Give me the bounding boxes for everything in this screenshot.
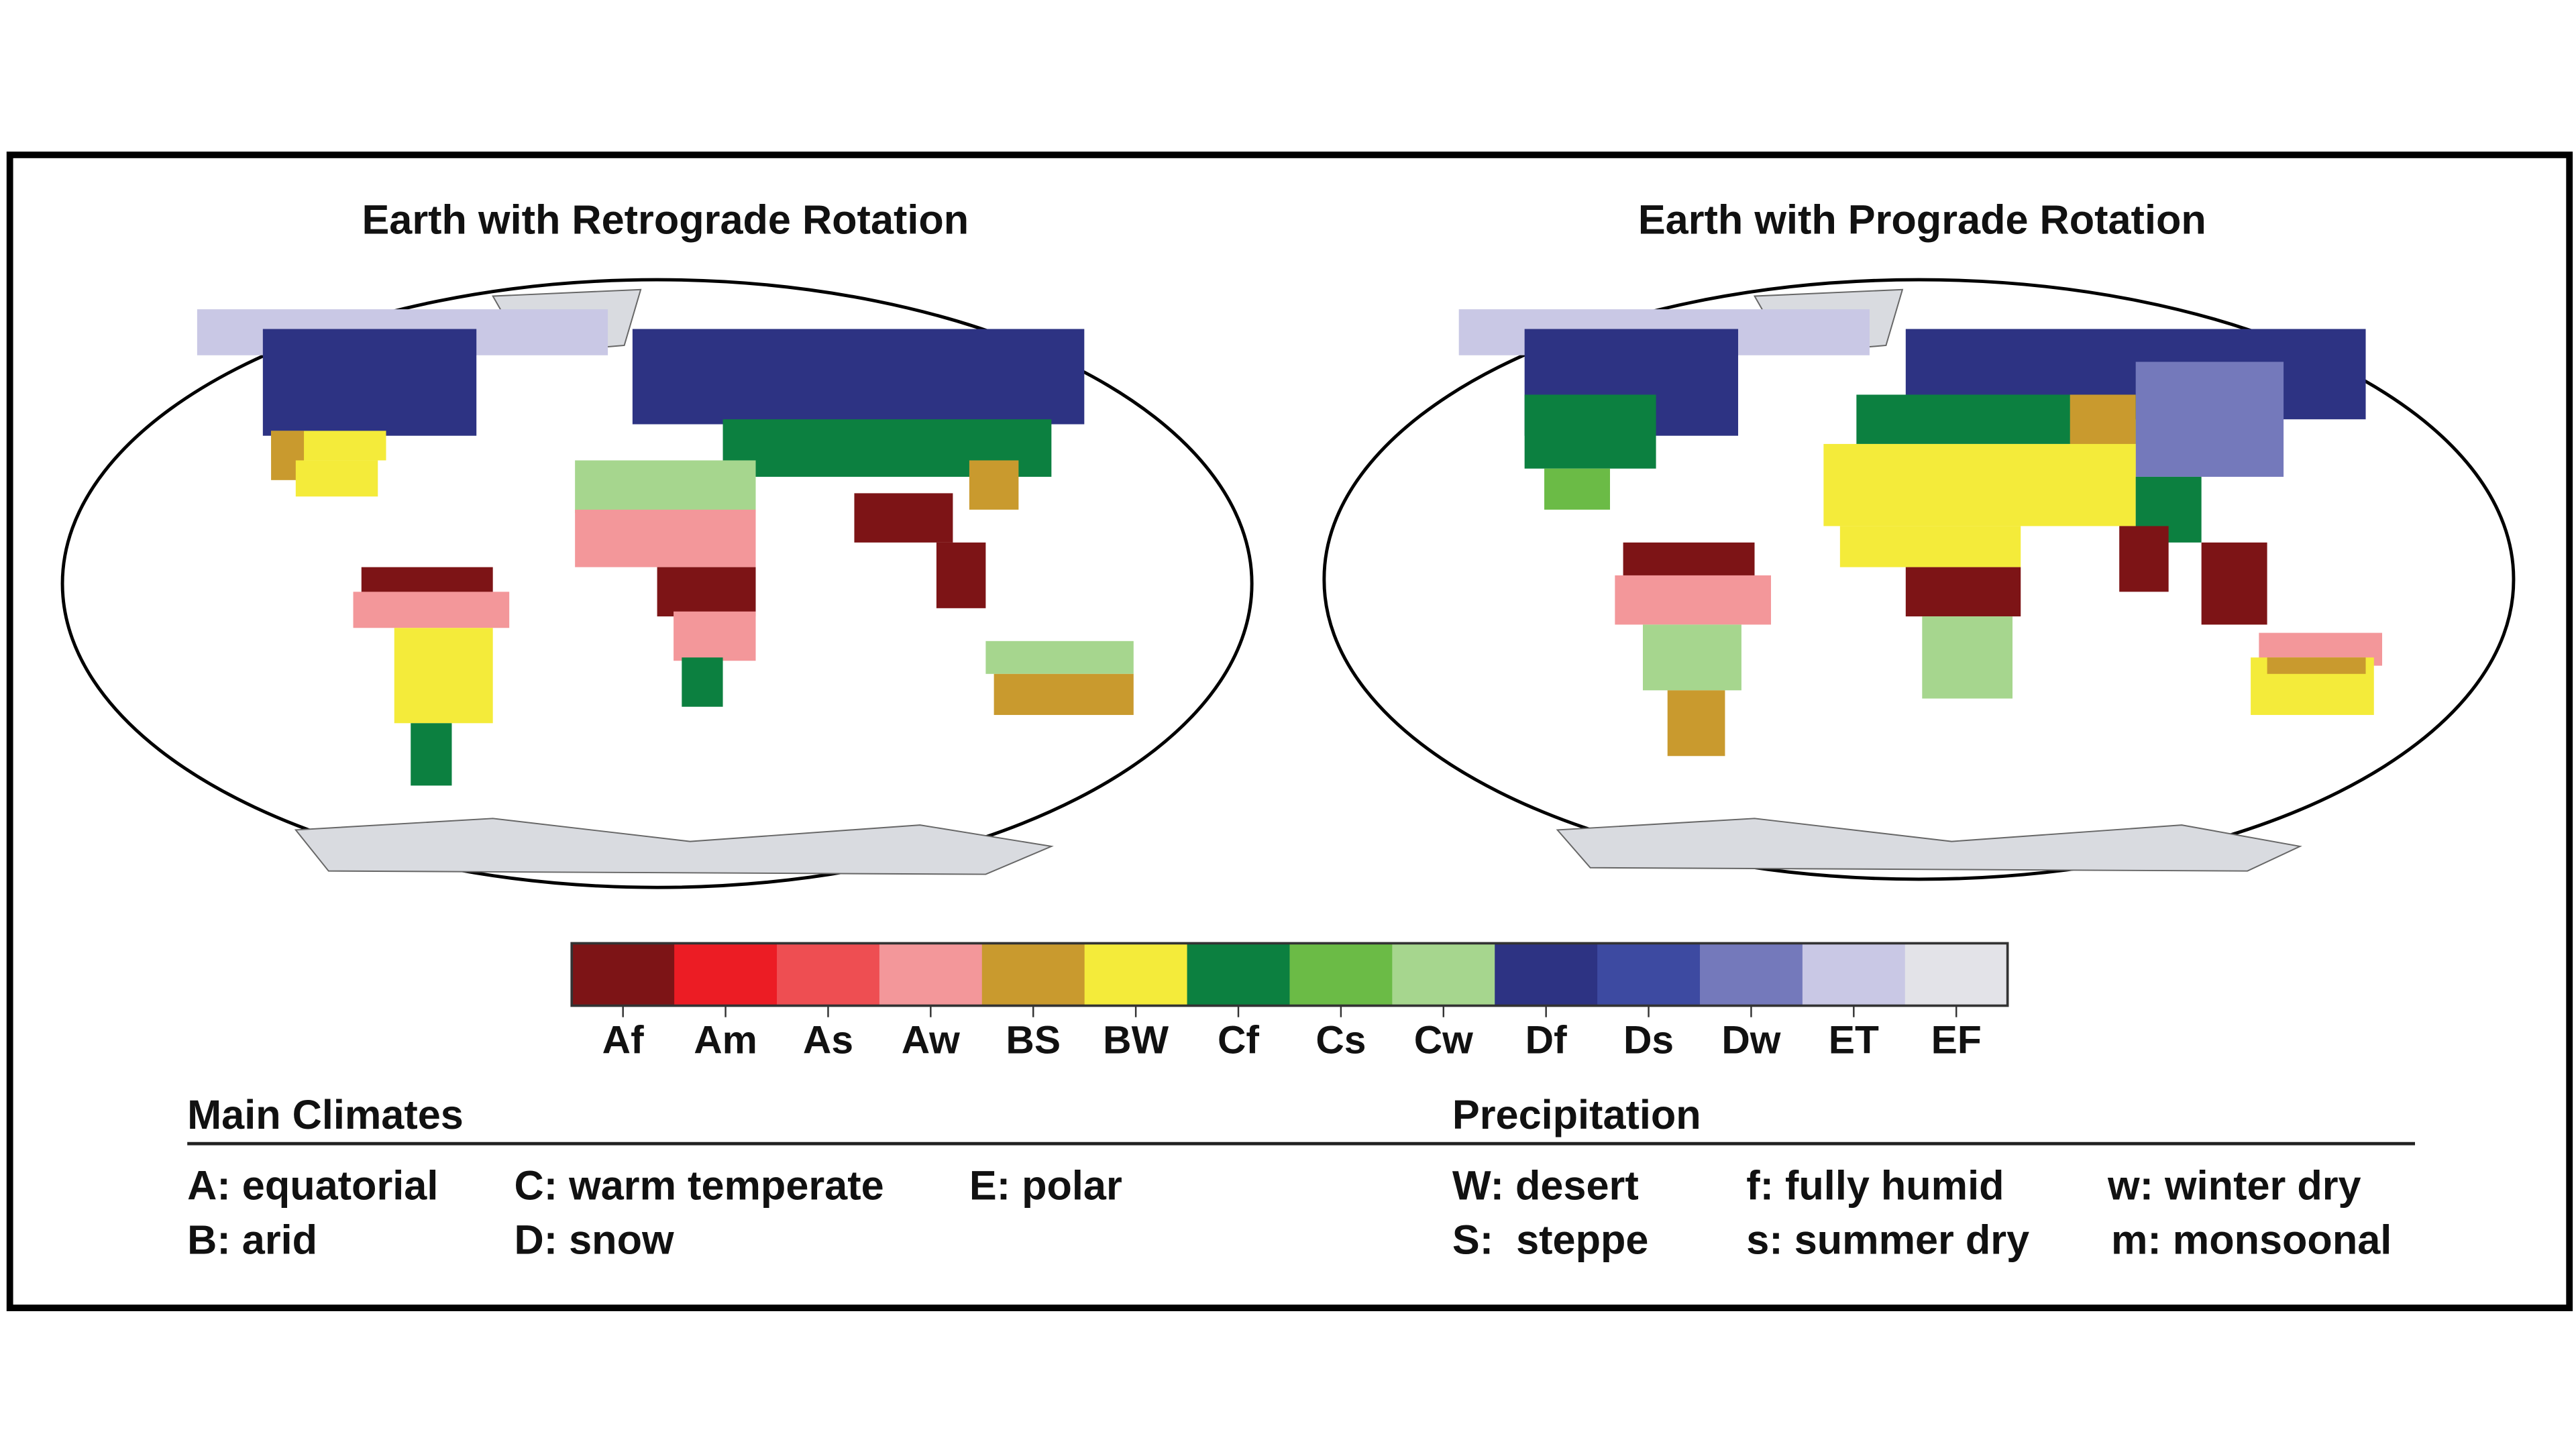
legend-precip-item: w: winter dry <box>2107 1162 2361 1208</box>
legend-main-item: C: warm temperate <box>515 1162 884 1208</box>
legend-precip-item: W: desert <box>1452 1162 1639 1208</box>
legend-main-item: D: snow <box>515 1217 674 1262</box>
colorbar-swatch-df <box>1495 943 1599 1006</box>
colorbar: Af Am As Aw BS BW Cf Cs Cw Df Ds Dw ET EF <box>572 943 2008 1062</box>
colorbar-swatch-cf <box>1187 943 1291 1006</box>
legend-main-header: Main Climates <box>187 1092 464 1137</box>
colorbar-swatch-am <box>674 943 778 1006</box>
legend-precip-item: S: steppe <box>1452 1217 1649 1262</box>
colorbar-label: BW <box>1103 1019 1169 1062</box>
colorbar-label: ET <box>1829 1019 1879 1062</box>
colorbar-swatch-aw <box>879 943 983 1006</box>
legend: Main Climates Precipitation A: equatoria… <box>187 1092 2415 1262</box>
colorbar-label: Df <box>1525 1019 1567 1062</box>
colorbar-label: BS <box>1006 1019 1061 1062</box>
colorbar-swatch-bs <box>981 943 1085 1006</box>
colorbar-label: Dw <box>1721 1019 1780 1062</box>
colorbar-label: Aw <box>902 1019 960 1062</box>
colorbar-label: Ds <box>1623 1019 1674 1062</box>
legend-precip-item: f: fully humid <box>1746 1162 2004 1208</box>
colorbar-label: EF <box>1931 1019 1982 1062</box>
map-title-prograde: Earth with Prograde Rotation <box>1638 197 2206 242</box>
legend-precip-item: s: summer dry <box>1746 1217 2029 1262</box>
colorbar-label: Am <box>694 1019 757 1062</box>
colorbar-label: Cf <box>1218 1019 1259 1062</box>
colorbar-swatch-ds <box>1597 943 1701 1006</box>
map-title-retrograde: Earth with Retrograde Rotation <box>362 197 969 242</box>
colorbar-swatch-bw <box>1084 943 1188 1006</box>
colorbar-swatch-cw <box>1392 943 1496 1006</box>
colorbar-label: Cs <box>1316 1019 1366 1062</box>
colorbar-swatch-dw <box>1699 943 1804 1006</box>
colorbar-swatch-et <box>1802 943 1906 1006</box>
legend-precip-header: Precipitation <box>1452 1092 1701 1137</box>
legend-main-item: A: equatorial <box>187 1162 438 1208</box>
colorbar-swatch-ef <box>1904 943 2008 1006</box>
colorbar-label: Af <box>602 1019 644 1062</box>
legend-main-item: B: arid <box>187 1217 317 1262</box>
legend-main-item: E: polar <box>969 1162 1122 1208</box>
colorbar-swatch-af <box>572 943 676 1006</box>
colorbar-swatch-cs <box>1289 943 1393 1006</box>
colorbar-label: Cw <box>1414 1019 1473 1062</box>
legend-precip-item: m: monsoonal <box>2111 1217 2392 1262</box>
map-prograde <box>1322 278 2516 881</box>
colorbar-swatch-as <box>777 943 881 1006</box>
colorbar-border <box>570 942 2009 1007</box>
colorbar-label: As <box>803 1019 853 1062</box>
map-retrograde <box>60 278 1254 889</box>
